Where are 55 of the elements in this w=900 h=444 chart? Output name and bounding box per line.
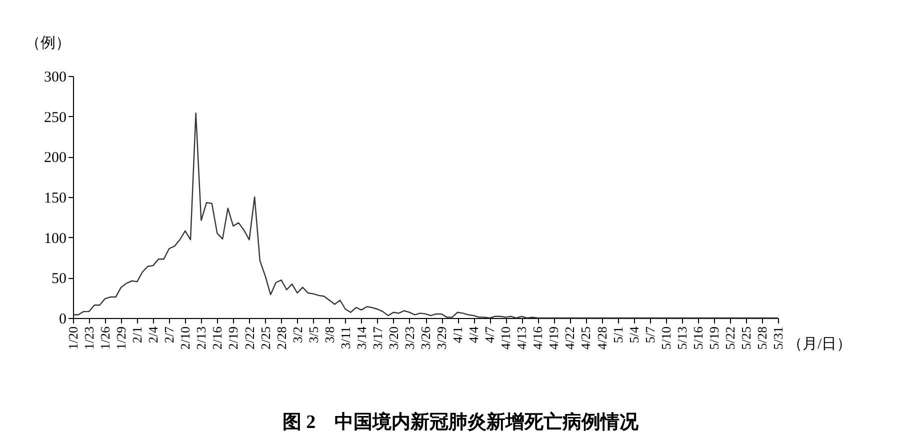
x-tick-label: 2/7 <box>162 326 177 344</box>
x-tick-label: 3/14 <box>354 326 369 350</box>
y-axis-title: （例） <box>26 36 70 52</box>
x-tick-label: 3/23 <box>402 326 417 350</box>
x-tick-label: 1/26 <box>98 326 113 350</box>
x-tick-label: 5/7 <box>642 326 658 344</box>
x-tick-label: 2/16 <box>210 326 225 350</box>
x-tick-label: 4/16 <box>530 326 546 350</box>
x-tick-label: 1/29 <box>114 326 129 350</box>
x-tick-label: 3/17 <box>370 326 385 350</box>
x-tick-label: 3/20 <box>386 326 401 350</box>
x-tick-label: 5/4 <box>626 326 642 344</box>
x-tick-label: 4/22 <box>562 326 578 350</box>
x-tick-label: 3/26 <box>418 326 433 350</box>
x-tick-label: 4/4 <box>466 326 482 344</box>
x-tick-label: 4/28 <box>594 326 610 350</box>
x-tick-label: 5/13 <box>674 326 690 350</box>
x-tick-label: 2/13 <box>194 326 209 350</box>
x-tick-label: 5/10 <box>658 326 674 350</box>
x-tick-label: 3/5 <box>306 326 321 344</box>
y-tick-label: 100 <box>44 230 66 247</box>
x-tick-label: 4/13 <box>514 326 530 350</box>
y-tick-label: 50 <box>52 271 66 288</box>
x-axis-title: （月/日） <box>788 336 852 352</box>
x-tick-label: 1/20 <box>66 326 80 350</box>
x-tick-label: 5/28 <box>754 326 770 350</box>
x-tick-label: 5/1 <box>610 326 626 344</box>
y-tick-label: 250 <box>44 110 66 126</box>
x-tick-label: 2/19 <box>226 326 241 350</box>
x-tick-label: 5/16 <box>690 326 706 350</box>
x-tick-label: 3/2 <box>290 326 305 344</box>
x-tick-label: 5/19 <box>706 326 722 350</box>
y-tick-label: 150 <box>44 190 66 206</box>
x-tick-label: 3/8 <box>322 326 337 344</box>
x-tick-label: 1/23 <box>82 326 97 350</box>
x-tick-label: 2/4 <box>146 326 161 344</box>
x-tick-label: 2/22 <box>242 326 257 350</box>
x-tick-label: 2/10 <box>178 326 193 350</box>
y-tick-label: 0 <box>59 312 66 328</box>
x-tick-label: 2/28 <box>274 326 289 350</box>
x-tick-label: 4/7 <box>482 326 498 344</box>
x-tick-label: 2/1 <box>130 326 145 344</box>
x-tick-label: 4/19 <box>546 326 562 350</box>
x-tick-label: 4/25 <box>578 326 594 350</box>
x-tick-label: 5/22 <box>722 326 738 350</box>
y-tick-label: 300 <box>44 70 66 86</box>
x-tick-label: 3/29 <box>434 326 450 350</box>
x-tick-label: 5/25 <box>738 326 754 350</box>
x-tick-label: 2/25 <box>258 326 273 350</box>
x-tick-label: 4/10 <box>498 326 514 350</box>
x-tick-label: 4/1 <box>450 326 466 344</box>
text: 图 2 中国境内新冠肺炎新增死亡病例情况 <box>282 411 640 433</box>
x-tick-label: 5/31 <box>770 326 786 350</box>
x-tick-label: 3/11 <box>338 326 353 350</box>
y-tick-label: 200 <box>44 150 66 166</box>
